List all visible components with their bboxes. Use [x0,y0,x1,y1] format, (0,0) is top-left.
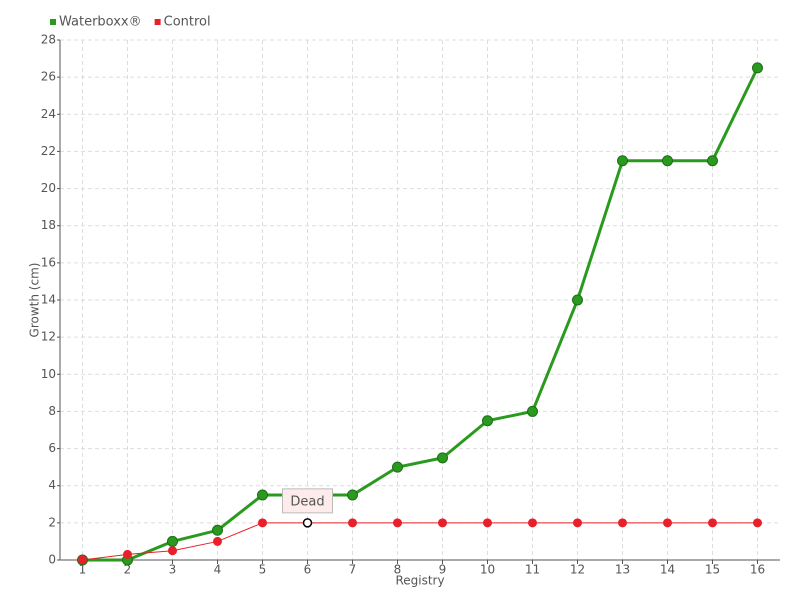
point [707,155,718,167]
point [392,461,403,473]
y-tick-label: 4 [48,478,56,492]
y-tick-label: 14 [41,293,56,307]
x-tick-label: 4 [214,563,222,577]
point [213,536,222,546]
y-axis-label: Growth (cm) [28,263,42,338]
y-tick-label: 12 [41,330,56,344]
point [258,518,267,528]
point [347,489,358,501]
y-tick-label: 0 [48,553,56,567]
series-line [82,522,758,561]
point [708,518,717,528]
y-tick-label: 16 [41,255,56,269]
x-tick-label: 1 [79,563,87,577]
x-tick-label: 7 [349,563,357,577]
point [437,452,448,464]
x-tick-label: 12 [570,563,585,577]
x-tick-label: 5 [259,563,267,577]
point [257,489,268,501]
point [618,518,627,528]
point [752,62,763,74]
point [123,549,132,559]
annotation-box [282,488,333,514]
x-tick-label: 10 [480,563,495,577]
x-tick-label: 16 [750,563,765,577]
y-tick-label: 24 [41,107,56,121]
y-tick-label: 10 [41,367,56,381]
point [617,155,628,167]
y-tick-label: 22 [41,144,56,158]
x-tick-label: 14 [660,563,675,577]
x-tick-label: 13 [615,563,630,577]
y-tick-label: 20 [41,181,56,195]
legend-swatch [50,19,56,25]
annotation: Dead [282,488,333,514]
legend-label: Control [164,15,211,30]
point [348,518,357,528]
point [483,518,492,528]
point [168,546,177,556]
x-tick-label: 2 [124,563,132,577]
annotated-point [302,518,313,528]
point [438,518,447,528]
point [663,518,672,528]
point [393,518,402,528]
point [528,518,537,528]
series-line [82,67,759,562]
point [78,555,87,565]
y-tick-label: 2 [48,515,56,529]
point [482,415,493,427]
legend-label: Waterboxx® [59,15,142,30]
point [527,405,538,417]
point [212,524,223,536]
x-tick-label: 3 [169,563,177,577]
x-tick-label: 11 [525,563,540,577]
legend-swatch [154,19,161,25]
x-tick-label: 15 [705,563,720,577]
point [573,518,582,528]
x-tick-label: 9 [439,563,447,577]
y-tick-label: 18 [41,218,56,232]
point [167,535,178,547]
x-tick-label: 6 [304,563,312,577]
annotation-text: Dead [290,494,324,509]
y-tick-label: 26 [41,70,56,84]
y-tick-label: 8 [48,404,56,418]
point [572,294,583,306]
point [753,518,762,528]
point [662,155,673,167]
x-axis-label: Registry [395,574,444,588]
y-tick-label: 28 [41,33,56,47]
y-tick-label: 6 [48,441,56,455]
x-tick-label: 8 [394,563,402,577]
